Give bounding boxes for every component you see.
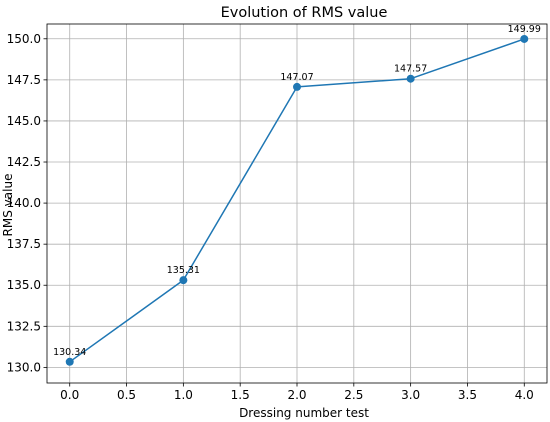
data-point	[179, 276, 188, 285]
x-tick-label: 4.0	[515, 388, 534, 402]
y-axis-label: RMS value	[1, 174, 15, 237]
data-point-label: 149.99	[508, 24, 541, 35]
x-tick-label: 2.5	[344, 388, 363, 402]
x-axis-label: Dressing number test	[239, 406, 369, 420]
y-tick-label: 147.5	[7, 73, 41, 87]
axis-ticks: 0.0 0.5 1.0 1.5 2.0 2.5 3.0 3.5 4.0 130.0 132.5 135…	[7, 32, 534, 402]
y-tick-label: 142.5	[7, 155, 41, 169]
y-tick-label: 130.0	[7, 360, 41, 374]
x-tick-label: 3.0	[401, 388, 420, 402]
data-point-label: 147.07	[280, 72, 313, 83]
y-tick-label: 137.5	[7, 237, 41, 251]
data-point	[293, 82, 301, 91]
x-tick-label: 1.5	[231, 388, 250, 402]
y-tick-label: 135.0	[7, 278, 41, 292]
data-point	[406, 74, 415, 83]
data-point-label: 130.34	[53, 347, 86, 358]
x-tick-label: 3.5	[458, 388, 477, 402]
chart-title: Evolution of RMS value	[221, 5, 388, 21]
data-point-label: 135.31	[167, 265, 200, 276]
data-labels: 130.34 135.31 147.07 147.57 149.99	[53, 24, 541, 358]
data-point	[520, 34, 529, 43]
data-point-label: 147.57	[394, 64, 427, 75]
x-tick-label: 0.5	[117, 388, 136, 402]
x-tick-label: 2.0	[287, 388, 306, 402]
y-tick-label: 140.0	[7, 196, 41, 210]
series-group	[65, 34, 529, 366]
data-point	[65, 357, 74, 366]
y-tick-label: 145.0	[7, 114, 41, 128]
y-tick-label: 150.0	[7, 32, 41, 46]
y-tick-label: 132.5	[7, 319, 41, 333]
x-tick-label: 1.0	[174, 388, 193, 402]
x-tick-label: 0.0	[60, 388, 79, 402]
grid-lines	[47, 24, 547, 383]
